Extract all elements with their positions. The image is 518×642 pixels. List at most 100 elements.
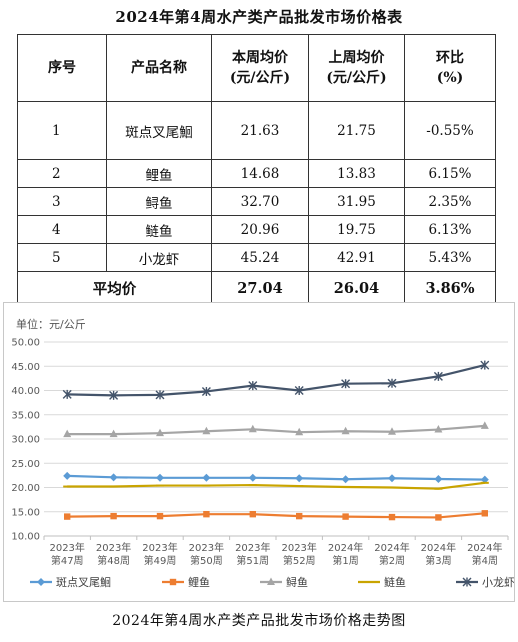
x-tick-label: 第4周 [472, 554, 498, 567]
header-last-week-line2: (元/公斤) [326, 70, 387, 86]
data-point [480, 421, 489, 429]
data-point [388, 427, 396, 435]
cell-name: 斑点叉尾鮰 [106, 101, 212, 160]
cell-name: 鲟鱼 [106, 187, 212, 216]
data-point [342, 513, 349, 520]
data-point [296, 512, 303, 520]
table-row: 3 鲟鱼 32.70 31.95 2.35% [17, 187, 496, 216]
x-tick-label: 2024年 [467, 541, 502, 554]
data-point [341, 426, 350, 435]
series-line [67, 481, 485, 490]
data-point [156, 512, 164, 520]
series-line [67, 364, 486, 397]
cell-this-week: 21.63 [211, 101, 309, 160]
cell-seq: 3 [17, 187, 107, 216]
data-point [109, 473, 118, 482]
data-point [481, 510, 488, 517]
header-change-line1: 环比 [436, 50, 464, 66]
series-line [67, 424, 485, 436]
legend-label: 鲢鱼 [384, 575, 406, 589]
data-point [295, 427, 304, 436]
chart-container: 单位：元/公斤 10.00 15.00 20.00 25.00 30.00 35.00 40.… [3, 302, 515, 602]
cell-this-week: 32.70 [211, 187, 309, 216]
data-point [64, 513, 71, 520]
legend-label: 鲟鱼 [286, 575, 308, 589]
average-this-week: 27.04 [211, 271, 309, 305]
cell-this-week: 14.68 [211, 159, 309, 188]
cell-this-week: 20.96 [211, 215, 309, 244]
x-tick-label: 2024年 [421, 541, 456, 554]
legend-marker [169, 578, 177, 586]
y-tick-label: 40.00 [11, 386, 40, 397]
cell-last-week: 13.83 [308, 159, 405, 188]
header-seq: 序号 [17, 34, 107, 102]
cell-this-week: 45.24 [211, 243, 309, 272]
x-tick-label: 第47周 [51, 554, 84, 567]
data-point [295, 474, 304, 483]
chart-caption: 2024年第4周水产类产品批发市场价格走势图 [112, 613, 406, 629]
table-row: 1 斑点叉尾鮰 21.63 21.75 -0.55% [17, 101, 496, 160]
header-change: 环比 (%) [404, 34, 496, 102]
price-table: 序号 产品名称 本周均价 (元/公斤) 上周均价 (元/公斤) 环比 (%) 1 斑点… [17, 34, 496, 305]
x-tick-label: 2023年 [96, 541, 131, 554]
cell-seq: 5 [17, 243, 107, 272]
cell-last-week: 31.95 [308, 187, 405, 216]
cell-change: 6.13% [404, 215, 496, 244]
header-name: 产品名称 [106, 34, 212, 102]
header-change-line2: (%) [436, 70, 464, 86]
cell-change: 2.35% [404, 187, 496, 216]
x-tick-label: 2023年 [235, 541, 270, 554]
series-line [67, 512, 485, 519]
y-tick-label: 45.00 [11, 362, 40, 373]
cell-seq: 2 [17, 159, 107, 188]
x-tick-label: 2023年 [49, 541, 84, 554]
x-tick-label: 第49周 [144, 554, 177, 567]
data-point [434, 425, 443, 433]
data-point [388, 513, 396, 521]
x-tick-label: 2024年 [328, 541, 363, 554]
x-tick-label: 第52周 [283, 554, 316, 567]
cell-name: 小龙虾 [106, 243, 212, 272]
legend-marker [267, 577, 275, 585]
x-tick-label: 2023年 [142, 541, 177, 554]
header-last-week-line1: 上周均价 [328, 50, 385, 66]
cell-change: 5.43% [404, 243, 496, 272]
y-tick-label: 30.00 [11, 435, 40, 446]
data-point [156, 428, 164, 437]
cell-change: 6.15% [404, 159, 496, 188]
y-tick-label: 35.00 [11, 410, 40, 421]
data-point [388, 474, 396, 483]
header-this-week-line1: 本周均价 [232, 50, 288, 66]
table-average-row: 平均价 27.04 26.04 3.86% [17, 271, 496, 305]
x-tick-label: 2023年 [189, 541, 224, 554]
x-tick-label: 2023年 [281, 541, 316, 554]
cell-change: -0.55% [404, 101, 496, 160]
data-point [109, 429, 118, 438]
data-point [248, 473, 257, 482]
x-tick-label: 2024年 [374, 541, 409, 554]
data-point [156, 473, 164, 482]
header-this-week: 本周均价 (元/公斤) [211, 34, 309, 102]
cell-name: 鲤鱼 [106, 159, 212, 188]
table-header-row: 序号 产品名称 本周均价 (元/公斤) 上周均价 (元/公斤) 环比 (%) [17, 34, 496, 102]
data-point [203, 510, 210, 518]
x-tick-label: 第50周 [190, 554, 223, 567]
legend-label: 斑点叉尾鮰 [56, 575, 111, 589]
data-point [435, 514, 442, 521]
cell-last-week: 21.75 [308, 101, 405, 160]
x-tick-label: 第2周 [379, 554, 405, 567]
data-point [63, 471, 72, 480]
y-tick-label: 10.00 [11, 532, 40, 543]
y-tick-label: 25.00 [11, 459, 40, 470]
average-last-week: 26.04 [308, 271, 405, 305]
data-point [202, 473, 211, 482]
data-point [434, 475, 443, 484]
average-change: 3.86% [404, 271, 496, 305]
data-point [63, 429, 72, 438]
table-row: 5 小龙虾 45.24 42.91 5.43% [17, 243, 496, 272]
cell-last-week: 42.91 [308, 243, 405, 272]
y-tick-label: 15.00 [11, 507, 40, 518]
average-label: 平均价 [17, 271, 212, 305]
table-title: 2024年第4周水产类产品批发市场价格表 [115, 8, 403, 26]
x-tick-label: 第1周 [332, 554, 358, 567]
